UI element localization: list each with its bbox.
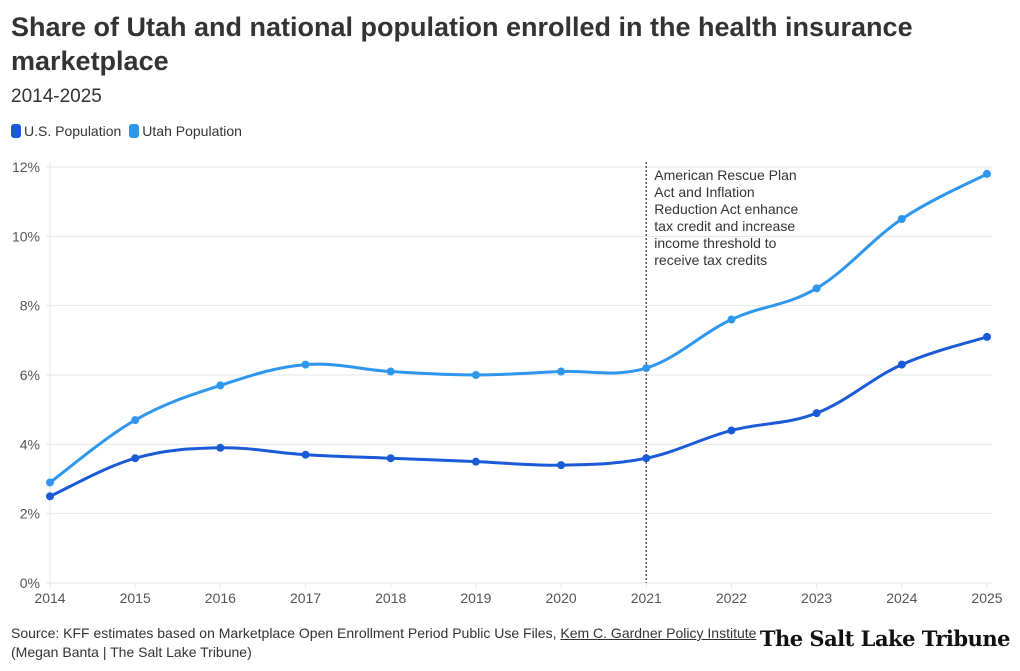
x-tick-label: 2024 [886,590,917,606]
data-point-utah-population [642,364,651,373]
y-tick-label: 10% [12,228,40,244]
data-point-u-s-population [471,457,480,466]
credit-line: (Megan Banta | The Salt Lake Tribune) [11,644,252,660]
x-tick-label: 2018 [375,590,406,606]
line-chart: 0%2%4%6%8%10%12% 2014 2015 2016 2017 2018 201… [12,159,1003,606]
data-point-u-s-population [727,426,736,435]
x-tick-label: 2019 [460,590,491,606]
y-tick-label: 12% [12,159,40,175]
series-line-utah-population [48,172,989,484]
data-point-u-s-population [983,332,991,341]
chart-title: Share of Utah and national population en… [11,12,913,76]
source-line: Source: KFF estimates based on Marketpla… [11,624,756,643]
data-point-utah-population [46,478,54,487]
annotation-text: Act and Inflation [654,184,754,200]
annotation-text: Reduction Act enhance [654,201,798,217]
data-point-u-s-population [216,443,225,452]
x-tick-label: 2022 [716,590,747,606]
data-point-u-s-population [46,492,54,501]
data-point-utah-population [983,169,991,178]
x-tick-label: 2025 [971,590,1002,606]
x-tick-label: 2014 [34,590,65,606]
x-axis-ticks: 2014 2015 2016 2017 2018 2019 2020 2021 2022 2023… [34,583,1003,606]
data-point-u-s-population [642,454,651,463]
data-point-u-s-population [301,450,310,459]
data-point-u-s-population [386,454,395,463]
source-text: Source: KFF estimates based on Marketpla… [11,625,561,641]
legend: U.S. Population Utah Population [11,123,242,139]
series-line-u-s-population [48,335,989,498]
legend-label-utah: Utah Population [142,123,242,139]
data-point-utah-population [897,215,906,223]
annotation-text: income threshold to [654,235,776,251]
legend-label-us: U.S. Population [24,123,122,139]
x-tick-label: 2023 [801,590,832,606]
data-point-utah-population [471,371,480,379]
annotation-text: American Rescue Plan [654,167,796,183]
data-point-utah-population [216,381,225,390]
footer: Source: KFF estimates based on Marketpla… [11,624,756,662]
x-tick-label: 2021 [631,590,662,606]
data-point-u-s-population [557,461,566,470]
publisher-logo: The Salt Lake Tribune [759,626,1011,651]
data-point-utah-population [557,367,566,376]
x-tick-label: 2017 [290,590,321,606]
legend-item-us[interactable]: U.S. Population [11,123,121,139]
data-point-u-s-population [897,360,906,369]
series-group [46,169,991,501]
data-point-utah-population [131,416,140,425]
annotation-text: receive tax credits [654,252,767,268]
y-tick-label: 6% [20,367,40,383]
legend-swatch-us [11,124,21,138]
x-tick-label: 2016 [205,590,236,606]
legend-item-utah[interactable]: Utah Population [129,123,242,139]
legend-swatch-utah [129,124,140,138]
y-axis-ticks: 0% 2% 4% 6% 8% 10% 12% [12,159,40,591]
data-point-utah-population [812,284,821,293]
annotation-text: tax credit and increase [654,218,795,234]
y-tick-label: 2% [20,506,40,522]
x-tick-label: 2015 [120,590,151,606]
data-point-utah-population [386,367,395,376]
data-point-utah-population [727,315,736,324]
source-link[interactable]: Kem C. Gardner Policy Institute [560,625,757,641]
data-point-u-s-population [131,454,140,463]
data-point-utah-population [301,360,310,369]
y-tick-label: 8% [20,298,40,314]
data-point-u-s-population [812,409,821,418]
chart-subtitle: 2014-2025 [11,86,102,107]
y-tick-label: 4% [20,436,40,452]
y-tick-label: 0% [20,575,40,591]
x-tick-label: 2020 [546,590,577,606]
gridlines [46,163,992,584]
